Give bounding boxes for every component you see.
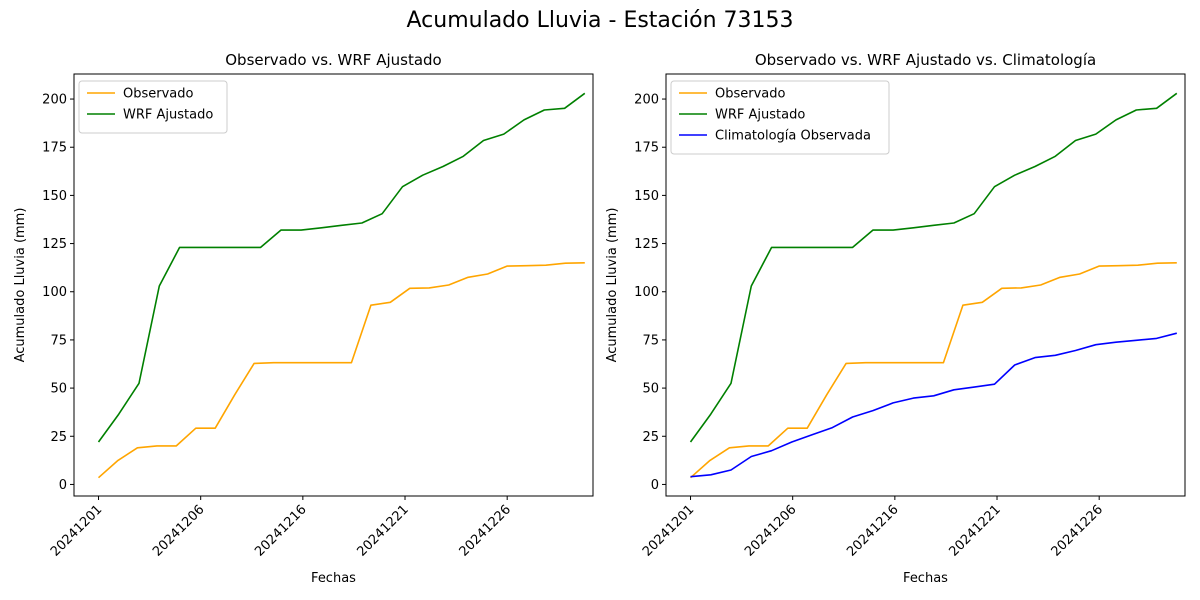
y-tick-label: 125 <box>42 237 67 252</box>
x-tick-label: 20241206 <box>150 502 207 559</box>
y-tick-label: 100 <box>634 285 659 300</box>
x-tick-label: 20241216 <box>844 502 901 559</box>
x-axis-title: Fechas <box>311 571 356 586</box>
y-tick-label: 0 <box>651 478 659 493</box>
plot-frame <box>665 73 1186 497</box>
y-tick-label: 100 <box>42 285 67 300</box>
figure-title: Acumulado Lluvia - Estación 73153 <box>406 8 794 33</box>
x-tick-label: 20241221 <box>354 502 411 559</box>
plot-title: Observado vs. WRF Ajustado <box>225 51 441 69</box>
x-tick-label: 20241226 <box>457 502 514 559</box>
legend-label-1: WRF Ajustado <box>715 108 805 123</box>
legend-label-1: WRF Ajustado <box>123 108 213 123</box>
series-line-1 <box>97 92 586 443</box>
y-tick-label: 25 <box>50 430 67 445</box>
x-tick-label: 20241226 <box>1049 502 1106 559</box>
legend-box <box>670 80 890 155</box>
plot-title: Observado vs. WRF Ajustado vs. Climatolo… <box>755 51 1096 69</box>
x-tick-label: 20241201 <box>48 502 105 559</box>
y-tick-label: 75 <box>50 333 67 348</box>
y-tick-label: 200 <box>42 93 67 108</box>
y-tick-label: 25 <box>642 430 659 445</box>
x-tick-label: 20241201 <box>640 502 697 559</box>
x-axis-title: Fechas <box>903 571 948 586</box>
y-tick-label: 50 <box>50 382 67 397</box>
series-line-0 <box>689 262 1177 479</box>
y-axis-title: Acumulado Lluvia (mm) <box>605 208 620 363</box>
x-tick-label: 20241206 <box>742 502 799 559</box>
y-tick-label: 150 <box>634 189 659 204</box>
plot-frame <box>73 73 594 497</box>
y-tick-label: 0 <box>59 478 67 493</box>
legend-label-2: Climatología Observada <box>715 129 871 144</box>
y-tick-label: 75 <box>642 333 659 348</box>
series-line-1 <box>689 92 1178 443</box>
legend-label-0: Observado <box>715 87 786 102</box>
chart-panel-left: 0 25 50 75 100 125 150 175 200 20241201 20241206 20… <box>13 51 594 586</box>
y-axis-title: Acumulado Lluvia (mm) <box>13 208 28 363</box>
legend-label-0: Observado <box>123 87 194 102</box>
y-tick-label: 175 <box>42 141 67 156</box>
y-tick-label: 175 <box>634 141 659 156</box>
x-tick-label: 20241216 <box>252 502 309 559</box>
y-tick-label: 150 <box>42 189 67 204</box>
x-tick-label: 20241221 <box>946 502 1003 559</box>
y-tick-label: 200 <box>634 93 659 108</box>
y-tick-label: 125 <box>634 237 659 252</box>
series-line-2 <box>690 332 1177 478</box>
series-line-0 <box>97 262 585 479</box>
legend-box <box>78 80 228 134</box>
chart-panel-right: 0 25 50 75 100 125 150 175 200 20241201 20241206 20… <box>605 51 1186 586</box>
y-tick-label: 50 <box>642 382 659 397</box>
